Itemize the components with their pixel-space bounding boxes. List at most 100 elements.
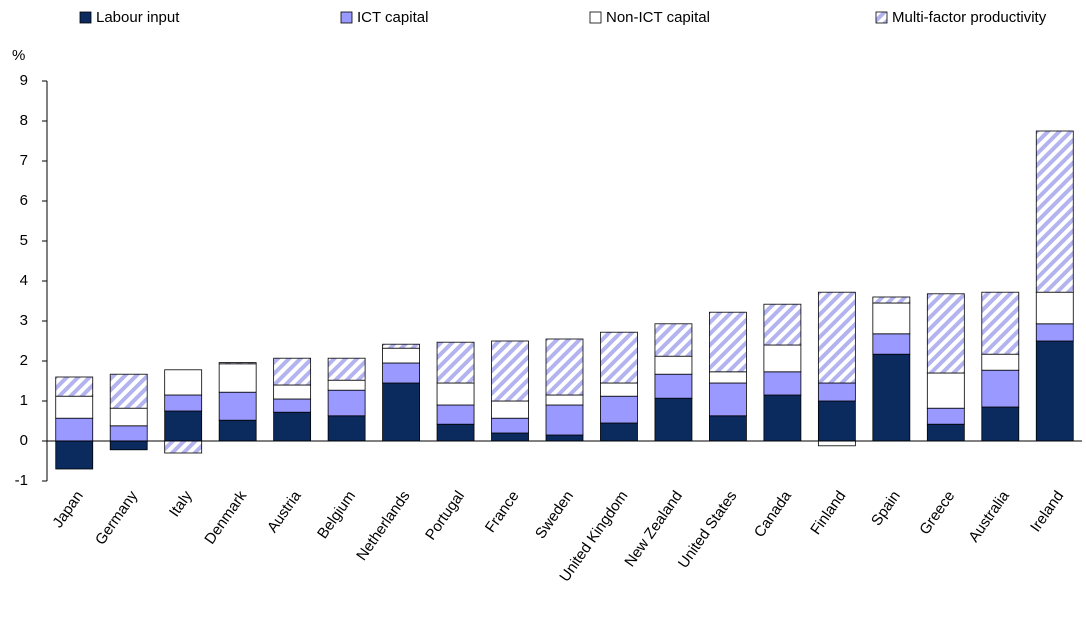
bar-segment [55,417,94,442]
bar-segment [218,362,257,365]
y-tick-label: 6 [20,192,28,209]
bar-segment [273,357,312,386]
legend-swatch [875,11,888,24]
x-tick-label: Austria [264,487,305,536]
legend-label: Labour input [96,9,180,26]
bar-segment [872,353,911,442]
bar-segment [491,417,529,434]
bar-segment [218,391,257,421]
bar-segment [436,423,475,442]
bar-segment [545,338,584,396]
bar-segment [55,376,94,397]
bar-segment [981,353,1020,371]
bar-segment [164,369,203,396]
bar-segment [327,379,366,391]
bar-segment [709,415,747,442]
bar-segment [600,422,638,442]
bar-segment [1035,291,1074,325]
bar-segment [218,419,257,442]
x-tick-label: Sweden [532,488,577,542]
bar-segment [218,363,257,393]
bar-segment [491,400,529,419]
bar-segment [926,293,965,374]
bar-segment [327,389,366,417]
legend-label: Multi-factor productivity [892,9,1047,26]
bar-segment [109,425,148,442]
bar-segment [817,382,856,402]
bar-segment [981,406,1020,442]
bar-segment [491,340,529,402]
bar-segment [491,432,529,442]
x-tick-label: Finland [807,488,849,538]
x-tick-label: New Zealand [621,488,686,570]
bar-segment [981,291,1020,355]
bar-segment [654,355,693,375]
x-tick-label: Spain [868,488,904,529]
y-tick-label: 9 [20,72,28,89]
y-tick-label: 4 [20,272,28,289]
legend-label: ICT capital [357,9,428,26]
bar-segment [55,395,94,419]
bar-segment [273,411,312,442]
y-tick-label: 1 [20,392,28,409]
bar-segment [709,382,747,417]
y-tick-label: 2 [20,352,28,369]
x-tick-label: Germany [92,487,142,548]
x-tick-label: Japan [49,488,86,531]
x-tick-label: Ireland [1027,488,1067,535]
bar-segment [382,362,420,384]
bar-segment [926,407,965,425]
bar-segment [55,440,94,470]
bar-segment [709,311,747,373]
bar-segment [545,394,584,406]
y-tick-label: 0 [20,432,28,449]
bar-segment [926,372,965,409]
bar-segment [164,440,203,454]
bar-segment [654,323,693,357]
bar-segment [872,296,911,304]
bar-segment [1035,340,1074,442]
bar-segment [981,369,1020,408]
bar-segment [109,440,148,451]
y-tick-label: 5 [20,232,28,249]
y-tick-label: -1 [15,472,28,489]
bar-segment [1035,323,1074,342]
bar-segment [872,333,911,355]
x-tick-label: Greece [916,488,958,538]
x-tick-label: Netherlands [353,488,413,564]
bar-segment [654,373,693,399]
bar-segment [763,394,802,442]
bar-segment [763,344,802,373]
bar-segment [164,394,203,412]
bar-segment [436,341,475,384]
bar-segment [763,303,802,346]
bar-segment [763,371,802,396]
bar-segment [926,423,965,442]
bar-segment [545,434,584,442]
bar-segment [872,302,911,335]
bar-segment [600,382,638,397]
x-tick-label: Australia [965,487,1013,545]
bar-segment [709,371,747,384]
bar-segment [545,404,584,436]
bar-segment [382,347,420,364]
x-tick-label: Denmark [201,487,250,547]
x-tick-label: Canada [751,487,795,540]
bar-segment [600,395,638,424]
y-tick-label: 3 [20,312,28,329]
y-tick-label: 8 [20,112,28,129]
x-tick-label: United States [675,488,741,572]
bar-segment [817,400,856,442]
bar-segment [327,357,366,381]
bar-segment [382,382,420,442]
bar-segment [1035,130,1074,293]
x-tick-label: Belgium [314,488,359,542]
bar-segment [164,410,203,442]
legend-label: Non-ICT capital [606,9,710,26]
bar-segment [817,440,856,447]
bar-segment [109,407,148,427]
y-tick-label: 7 [20,152,28,169]
x-tick-label: Portugal [422,488,468,544]
bar-segment [436,404,475,425]
